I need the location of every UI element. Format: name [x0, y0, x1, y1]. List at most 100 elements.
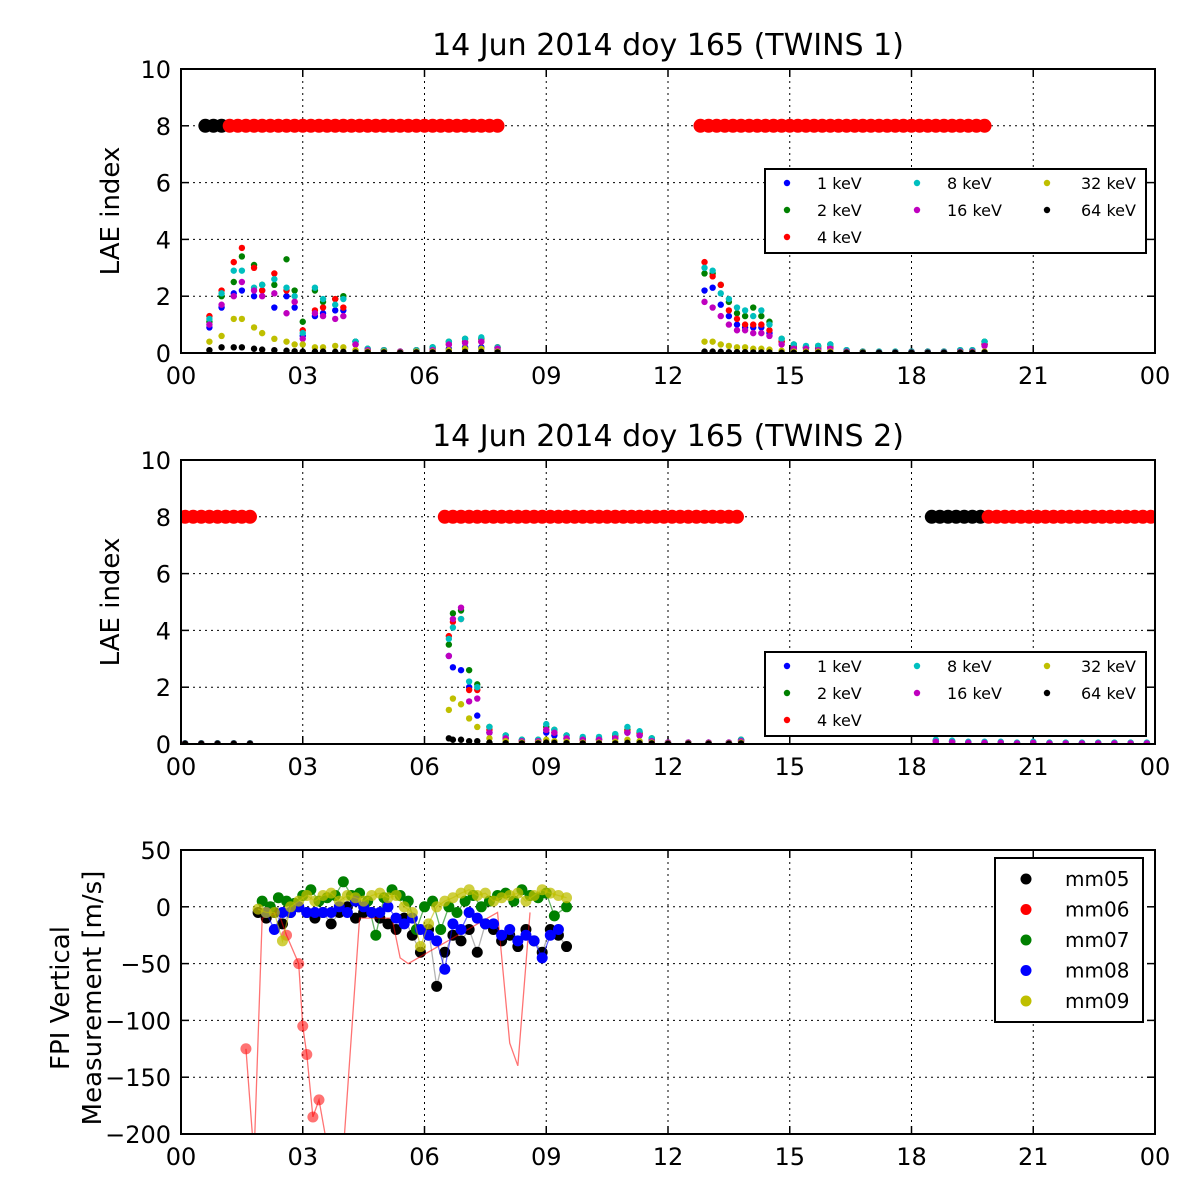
x-tick-label: 18 [896, 362, 927, 390]
data-point-mm09 [276, 935, 288, 947]
data-point-mm08 [479, 918, 491, 930]
x-tick-label: 00 [1140, 753, 1171, 781]
data-point [750, 304, 757, 311]
y-tick-label: −100 [105, 1007, 171, 1035]
data-point [238, 344, 246, 351]
data-point [465, 686, 473, 694]
data-point [457, 736, 465, 743]
data-point [733, 327, 741, 334]
data-point [543, 720, 550, 728]
data-point [636, 732, 643, 739]
data-point [230, 267, 237, 274]
data-point-mm09 [301, 889, 313, 901]
legend-box [994, 857, 1144, 1023]
y-axis-label-line: Measurement [m/s] [78, 871, 108, 1126]
data-point [291, 293, 298, 300]
chart-title: 14 Jun 2014 doy 165 (TWINS 2) [432, 419, 904, 454]
data-point [725, 307, 733, 314]
coverage-dot [729, 509, 744, 524]
data-point [948, 739, 956, 744]
data-point-mm06 [297, 1020, 309, 1032]
legend-marker [1020, 995, 1032, 1007]
data-point-mm08 [439, 963, 451, 975]
data-point [709, 348, 716, 353]
y-tick-label: 2 [156, 283, 171, 311]
legend-marker [783, 179, 791, 187]
data-point [981, 739, 988, 744]
coverage-dot [490, 118, 505, 133]
data-point [299, 341, 306, 348]
data-point [291, 298, 298, 306]
data-point [271, 304, 278, 311]
data-point [717, 312, 724, 320]
data-point-mm08 [325, 906, 337, 918]
data-point [717, 281, 724, 289]
legend-marker [1020, 965, 1032, 976]
x-tick-label: 06 [409, 1143, 440, 1171]
data-point [750, 329, 757, 337]
data-point-mm08 [487, 918, 499, 930]
data-point [311, 348, 319, 353]
data-point [250, 345, 258, 352]
y-tick-label: 4 [156, 617, 171, 645]
data-point [238, 244, 246, 252]
plot-area [181, 509, 1155, 744]
data-point-mm07 [337, 876, 349, 888]
y-tick-label: 0 [156, 894, 171, 922]
data-point [709, 304, 716, 311]
data-point-mm09 [333, 895, 345, 907]
data-point [965, 739, 972, 744]
data-point [502, 739, 509, 744]
data-point [283, 256, 290, 263]
legend-label: mm09 [1065, 989, 1129, 1013]
x-tick-label: 00 [166, 1143, 197, 1171]
data-point [766, 332, 773, 340]
data-point-mm05 [471, 946, 483, 958]
data-point-mm08 [366, 906, 378, 918]
data-point [709, 284, 716, 291]
plot-frame [180, 68, 1156, 354]
data-point [238, 253, 246, 260]
data-point-mm09 [309, 895, 321, 907]
data-point [733, 344, 741, 351]
data-point [291, 304, 298, 311]
data-point [206, 338, 213, 345]
y-tick-label: 6 [156, 170, 171, 198]
data-point [449, 695, 457, 702]
plot-frame [180, 459, 1156, 745]
data-point [283, 293, 290, 300]
legend-marker [783, 716, 791, 724]
legend-label: 4 keV [817, 711, 862, 730]
data-point [474, 684, 481, 691]
legend-marker [913, 689, 921, 697]
y-tick-label: 0 [156, 731, 171, 759]
data-point-mm05 [561, 941, 573, 953]
data-point [465, 666, 473, 674]
legend-label: 1 keV [817, 657, 862, 676]
data-point [741, 312, 749, 320]
data-point [271, 281, 278, 289]
x-tick-label: 21 [1018, 1143, 1049, 1171]
data-point [717, 290, 724, 297]
data-point [709, 338, 716, 345]
x-tick-label: 12 [653, 1143, 684, 1171]
data-point [474, 695, 481, 702]
data-point [474, 737, 481, 744]
data-point-mm09 [390, 889, 402, 901]
legend-label: 64 keV [1081, 684, 1136, 703]
legend-marker [1020, 873, 1032, 885]
data-point-mm08 [276, 906, 288, 918]
y-tick-label: 6 [156, 561, 171, 589]
data-point [299, 335, 306, 342]
data-point [741, 344, 749, 351]
data-point [766, 327, 773, 334]
data-point [717, 341, 724, 348]
data-point [218, 332, 225, 340]
legend-marker [783, 233, 791, 241]
data-point [291, 287, 298, 294]
data-point [741, 327, 749, 334]
x-tick-label: 18 [896, 1143, 927, 1171]
data-point [449, 610, 457, 617]
